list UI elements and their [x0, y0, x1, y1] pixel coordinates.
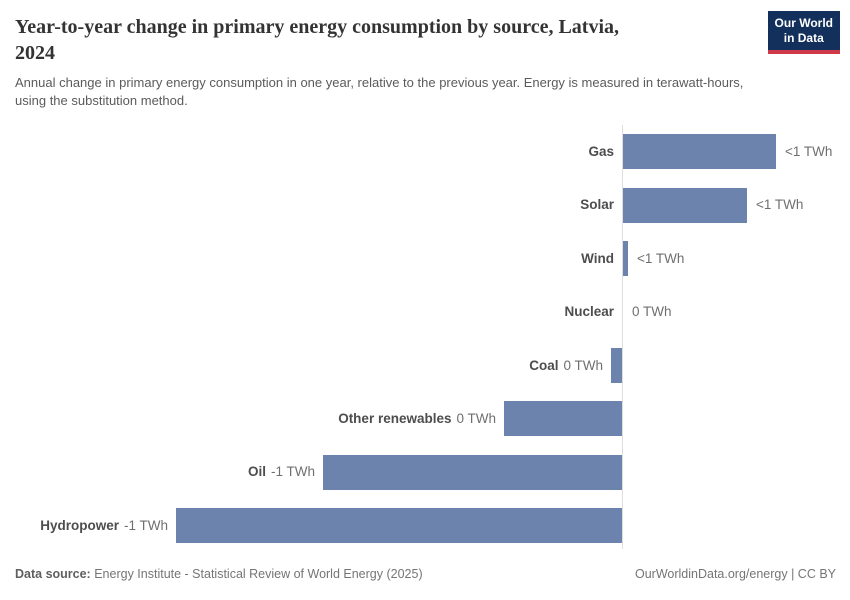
entity-label-nuclear: Nuclear — [564, 304, 614, 320]
chart-area: Gas <1 TWh Solar <1 TWh Wind <1 TWh Nuclear 0 T… — [0, 125, 850, 549]
entity-label-gas: Gas — [588, 144, 614, 159]
owid-logo-line2: in Data — [783, 31, 824, 45]
bar-hydropower[interactable] — [176, 507, 622, 543]
chart-row-wind: Wind <1 TWh — [0, 232, 850, 285]
value-label-nuclear: 0 TWh — [632, 304, 672, 320]
entity-label-solar: Solar — [580, 197, 614, 213]
attribution-link[interactable]: OurWorldinData.org/energy | CC BY — [634, 567, 836, 581]
entity-label-coal: Coal — [529, 357, 559, 373]
owid-logo[interactable]: Our World in Data — [767, 11, 840, 54]
bar-wind[interactable] — [623, 240, 628, 276]
chart-row-other-renewables: Other renewables 0 TWh — [0, 392, 850, 445]
label-group-other-renewables: Other renewables 0 TWh — [338, 392, 496, 445]
chart-row-oil: Oil -1 TWh — [0, 445, 850, 498]
label-group-hydropower: Hydropower -1 TWh — [40, 499, 168, 552]
bar-other-renewables[interactable] — [504, 401, 622, 437]
chart-row-solar: Solar <1 TWh — [0, 178, 850, 231]
bar-oil[interactable] — [323, 454, 622, 490]
value-label-gas: <1 TWh — [785, 144, 833, 159]
chart-row-coal: Coal 0 TWh — [0, 339, 850, 392]
bar-coal[interactable] — [611, 347, 622, 383]
value-label-hydropower: -1 TWh — [123, 517, 168, 533]
data-source: Data source: Energy Institute - Statisti… — [15, 567, 423, 581]
value-label-oil: -1 TWh — [270, 464, 315, 480]
data-source-text: Energy Institute - Statistical Review of… — [94, 567, 423, 581]
entity-label-wind: Wind — [581, 250, 614, 266]
value-label-coal: 0 TWh — [563, 357, 603, 373]
entity-label-hydropower: Hydropower — [40, 517, 119, 533]
chart-row-gas: Gas <1 TWh — [0, 125, 850, 178]
entity-label-oil: Oil — [247, 464, 266, 480]
label-group-oil: Oil -1 TWh — [248, 445, 315, 498]
data-source-label: Data source: — [15, 567, 91, 581]
chart-subtitle: Annual change in primary energy consumpt… — [15, 75, 744, 109]
footer: Data source: Energy Institute - Statisti… — [15, 567, 836, 581]
chart-title: Year-to-year change in primary energy co… — [15, 16, 620, 65]
entity-label-other-renewables: Other renewables — [338, 411, 452, 426]
chart-row-nuclear: Nuclear 0 TWh — [0, 285, 850, 338]
value-label-wind: <1 TWh — [637, 250, 685, 266]
value-label-solar: <1 TWh — [756, 197, 804, 213]
value-label-other-renewables: 0 TWh — [456, 411, 496, 426]
owid-logo-line1: Our World — [774, 16, 833, 30]
bar-gas[interactable] — [623, 134, 776, 170]
bar-solar[interactable] — [623, 187, 747, 223]
label-group-coal: Coal 0 TWh — [529, 339, 603, 392]
chart-row-hydropower: Hydropower -1 TWh — [0, 499, 850, 552]
zero-axis-line — [622, 125, 623, 549]
